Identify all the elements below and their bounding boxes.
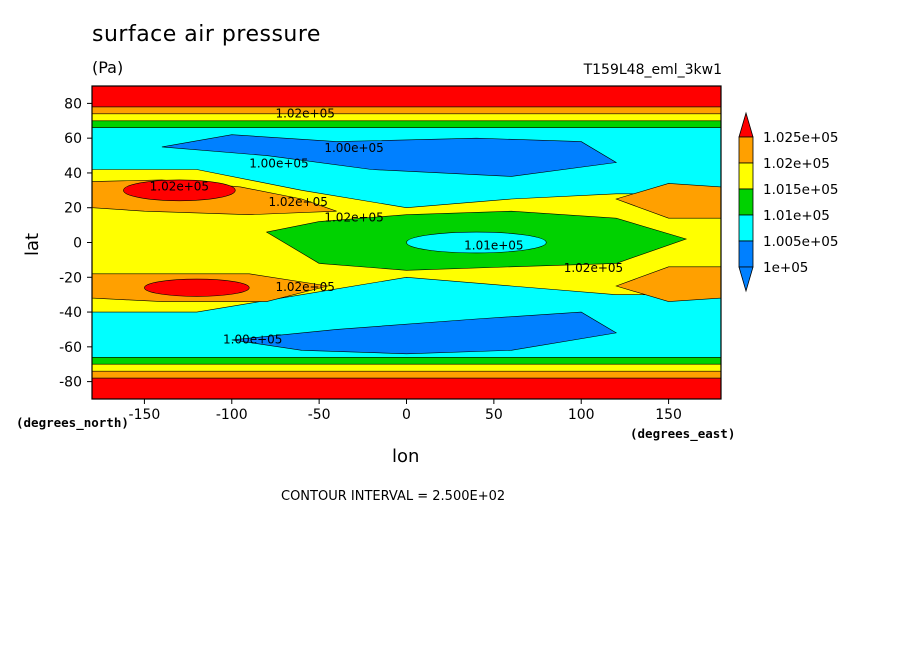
x-tick-label: 0: [402, 407, 411, 423]
y-axis-ticks: 80 60 40 20 0 -20 -40 -60 -80: [59, 96, 92, 391]
x-tick-label: -100: [216, 407, 248, 423]
contour-label: 1.00e+05: [223, 332, 282, 346]
x-tick-label: 100: [568, 407, 595, 423]
x-tick-label: 150: [655, 407, 682, 423]
y-tick-label: 40: [64, 166, 82, 182]
south-band-yellow: [92, 363, 721, 372]
north-band-yellow: [92, 113, 721, 122]
contour-label: 1.00e+05: [249, 157, 308, 171]
y-tick-label: 20: [64, 201, 82, 217]
colorbar-swatch: [738, 214, 754, 242]
colorbar-swatch: [738, 240, 754, 268]
equatorial-cyan-low: [406, 231, 547, 254]
colorbar-max-arrow: [738, 111, 754, 138]
colorbar-swatch: [738, 162, 754, 190]
contour-labels: 1.02e+05 1.02e+05 1.02e+05 1.01e+05 1.02e+05…: [150, 106, 624, 346]
north-band-green: [92, 120, 721, 128]
nw-red-core: [123, 179, 236, 202]
colorbar-level-label: 1.015e+05: [763, 182, 838, 198]
contour-label: 1.02e+05: [275, 280, 334, 294]
south-blue-low: [231, 311, 618, 355]
contour-label: 1.00e+05: [324, 141, 383, 155]
y-tick-label: 80: [64, 96, 82, 112]
colorbar-level-label: 1e+05: [763, 260, 808, 276]
contour-interval-note: CONTOUR INTERVAL = 2.500E+02: [281, 489, 506, 504]
colorbar-level-label: 1.01e+05: [763, 208, 830, 224]
contour-label: 1.02e+05: [150, 179, 209, 193]
y-tick-label: 0: [73, 236, 82, 252]
contour-label: 1.02e+05: [564, 261, 623, 275]
se-orange-high: [615, 266, 721, 302]
y-tick-label: -60: [59, 340, 82, 356]
north-band-orange: [92, 106, 721, 115]
south-polar-high: [92, 377, 721, 399]
colorbar-level-label: 1.005e+05: [763, 234, 838, 250]
contour-label: 1.02e+05: [268, 195, 327, 209]
colorbar-level-label: 1.025e+05: [763, 130, 838, 146]
contour-label: 1.02e+05: [324, 211, 383, 225]
colorbar-swatch: [738, 188, 754, 216]
north-blue-low: [161, 134, 618, 177]
ne-orange-high: [615, 183, 721, 219]
south-band-green: [92, 357, 721, 365]
north-polar-high: [92, 86, 721, 108]
y-tick-label: -20: [59, 270, 82, 286]
contour-label: 1.01e+05: [464, 238, 523, 252]
x-tick-label: 50: [485, 407, 503, 423]
y-tick-label: -40: [59, 305, 82, 321]
colorbar-level-label: 1.02e+05: [763, 156, 830, 172]
chart-units: (Pa): [92, 58, 124, 77]
chart-title: surface air pressure: [92, 22, 321, 47]
run-id-label: T159L48_eml_3kw1: [583, 62, 722, 78]
colorbar: 1.025e+05 1.02e+05 1.015e+05 1.01e+05 1.005e…: [738, 111, 838, 293]
x-axis-units: (degrees_east): [630, 426, 736, 441]
colorbar-min-arrow: [738, 266, 754, 293]
x-axis-ticks: -150 -100 -50 0 50 100 150: [129, 399, 682, 423]
sw-red-core: [144, 278, 250, 297]
contour-field: [92, 86, 721, 399]
colorbar-swatch: [738, 136, 754, 164]
x-tick-label: -150: [129, 407, 161, 423]
south-band-orange: [92, 370, 721, 379]
x-axis-label: lon: [392, 446, 420, 467]
contour-label: 1.02e+05: [275, 106, 334, 120]
y-axis-units: (degrees_north): [16, 415, 129, 430]
y-tick-label: 60: [64, 131, 82, 147]
y-tick-label: -80: [59, 375, 82, 391]
x-tick-label: -50: [308, 407, 331, 423]
